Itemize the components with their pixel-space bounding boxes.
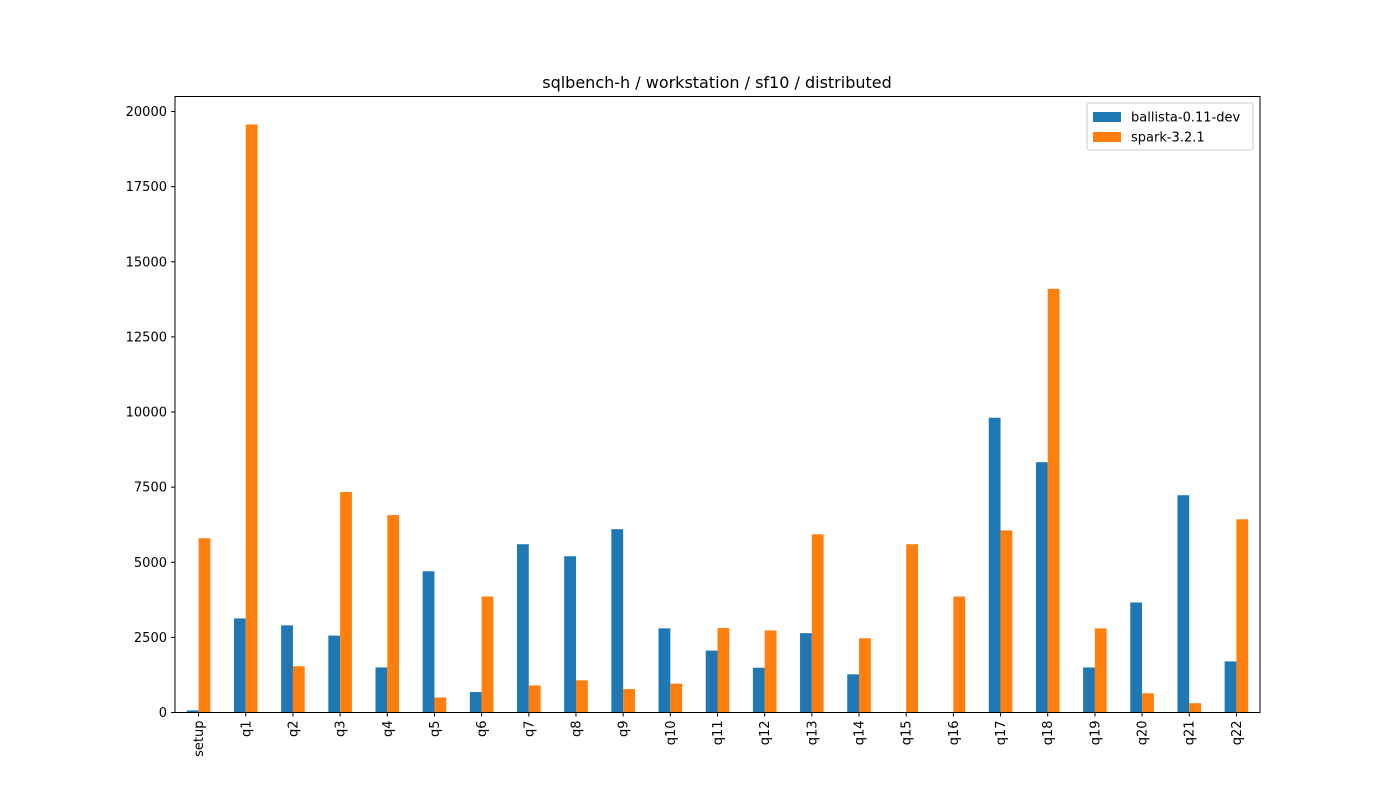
x-tick-label-q21: q21	[1183, 721, 1198, 746]
bar-spark-3.2.1-q13	[811, 534, 824, 713]
y-tick-label: 0	[159, 706, 167, 721]
y-tick-label: 7500	[134, 481, 167, 496]
y-tick-label: 10000	[126, 406, 167, 421]
bar-spark-3.2.1-q1	[245, 124, 258, 713]
legend-box	[1086, 102, 1254, 151]
x-tick-label-q9: q9	[617, 721, 632, 738]
bar-ballista-0.11-dev-q10	[658, 628, 671, 713]
bar-ballista-0.11-dev-q22	[1224, 661, 1237, 713]
bar-spark-3.2.1-q15	[906, 544, 918, 713]
bar-spark-3.2.1-q2	[292, 666, 305, 713]
legend-label-ballista-0.11-dev: ballista-0.11-dev	[1131, 111, 1240, 126]
legend-label-spark-3.2.1: spark-3.2.1	[1131, 131, 1205, 146]
legend: ballista-0.11-dev spark-3.2.1	[1086, 102, 1254, 151]
bar-ballista-0.11-dev-q2	[281, 625, 293, 713]
y-tick-label: 12500	[126, 330, 167, 345]
bar-spark-3.2.1-q21	[1189, 703, 1202, 713]
bar-ballista-0.11-dev-q21	[1177, 495, 1190, 713]
x-tick-label-setup: setup	[192, 721, 207, 757]
y-axis: 0 2500 5000 7500 10000 12500 15000 17500 20000	[126, 105, 175, 721]
bar-spark-3.2.1-q6	[481, 596, 494, 713]
bar-ballista-0.11-dev-q13	[800, 633, 812, 713]
bar-ballista-0.11-dev-q19	[1083, 667, 1095, 713]
bar-ballista-0.11-dev-q14	[847, 674, 860, 713]
bar-ballista-0.11-dev-q3	[328, 635, 341, 713]
plot-frame	[174, 96, 1261, 713]
bar-ballista-0.11-dev-setup	[186, 710, 199, 713]
x-tick-label-q6: q6	[475, 721, 490, 738]
x-tick-label-q13: q13	[805, 721, 820, 746]
bar-spark-3.2.1-q16	[953, 596, 966, 713]
bar-ballista-0.11-dev-q12	[752, 667, 765, 713]
bar-spark-3.2.1-q14	[859, 638, 871, 713]
bar-ballista-0.11-dev-q5	[422, 571, 435, 713]
y-tick-label: 5000	[134, 556, 167, 571]
legend-swatch-spark-3.2.1	[1093, 132, 1121, 142]
bar-spark-3.2.1-q20	[1142, 693, 1154, 713]
y-tick-label: 15000	[126, 255, 167, 270]
bar-spark-3.2.1-q8	[575, 680, 588, 713]
y-tick-label: 17500	[126, 180, 167, 195]
bar-spark-3.2.1-q18	[1047, 288, 1060, 713]
bar-spark-3.2.1-q11	[717, 628, 730, 713]
bars-layer	[186, 124, 1249, 713]
bar-spark-3.2.1-q10	[670, 683, 683, 713]
bar-ballista-0.11-dev-q1	[233, 618, 246, 713]
x-tick-label-q17: q17	[994, 721, 1009, 746]
bar-spark-3.2.1-q5	[434, 697, 447, 713]
bar-spark-3.2.1-q7	[528, 685, 541, 713]
bar-ballista-0.11-dev-q7	[517, 544, 529, 713]
x-tick-label-q2: q2	[286, 721, 301, 738]
x-tick-label-q14: q14	[853, 721, 868, 746]
legend-swatch-ballista-0.11-dev	[1093, 112, 1121, 122]
bar-ballista-0.11-dev-q6	[469, 692, 482, 713]
x-tick-label-q7: q7	[522, 721, 537, 738]
bar-spark-3.2.1-q17	[1000, 530, 1013, 713]
bar-spark-3.2.1-q3	[340, 491, 352, 713]
bar-spark-3.2.1-q12	[764, 630, 777, 713]
bar-spark-3.2.1-q19	[1094, 628, 1107, 713]
x-tick-label-q20: q20	[1136, 721, 1151, 746]
series-ballista-0.11-dev	[186, 417, 1237, 713]
bar-ballista-0.11-dev-q4	[375, 667, 388, 713]
bar-ballista-0.11-dev-q8	[564, 556, 576, 713]
bar-spark-3.2.1-q9	[623, 689, 635, 713]
bar-spark-3.2.1-setup	[198, 538, 211, 713]
x-tick-label-q5: q5	[428, 721, 443, 738]
x-tick-label-q4: q4	[381, 721, 396, 738]
bar-spark-3.2.1-q22	[1236, 519, 1249, 713]
bar-ballista-0.11-dev-q20	[1130, 602, 1143, 713]
series-spark-3.2.1	[198, 124, 1249, 713]
x-tick-label-q11: q11	[711, 721, 726, 746]
y-tick-label: 20000	[126, 105, 167, 120]
x-tick-label-q19: q19	[1088, 721, 1103, 746]
bar-spark-3.2.1-q4	[387, 515, 400, 713]
x-tick-label-q12: q12	[758, 721, 773, 746]
bar-ballista-0.11-dev-q9	[611, 529, 624, 713]
x-tick-label-q8: q8	[569, 721, 584, 738]
bar-ballista-0.11-dev-q11	[705, 650, 718, 713]
x-tick-label-q10: q10	[664, 721, 679, 746]
x-tick-label-q18: q18	[1041, 721, 1056, 746]
x-tick-label-q22: q22	[1230, 721, 1245, 746]
x-axis: setup q1 q2 q3 q4 q5 q6 q7 q8 q9 q10 q11 q12 q13 q14 q1…	[192, 712, 1245, 757]
x-tick-label-q16: q16	[947, 721, 962, 746]
chart-title: sqlbench-h / workstation / sf10 / distri…	[542, 73, 892, 92]
bar-ballista-0.11-dev-q18	[1035, 462, 1048, 713]
x-tick-label-q15: q15	[900, 721, 915, 746]
y-tick-label: 2500	[134, 631, 167, 646]
bar-ballista-0.11-dev-q17	[988, 417, 1001, 713]
x-tick-label-q1: q1	[239, 721, 254, 738]
x-tick-label-q3: q3	[334, 721, 349, 738]
